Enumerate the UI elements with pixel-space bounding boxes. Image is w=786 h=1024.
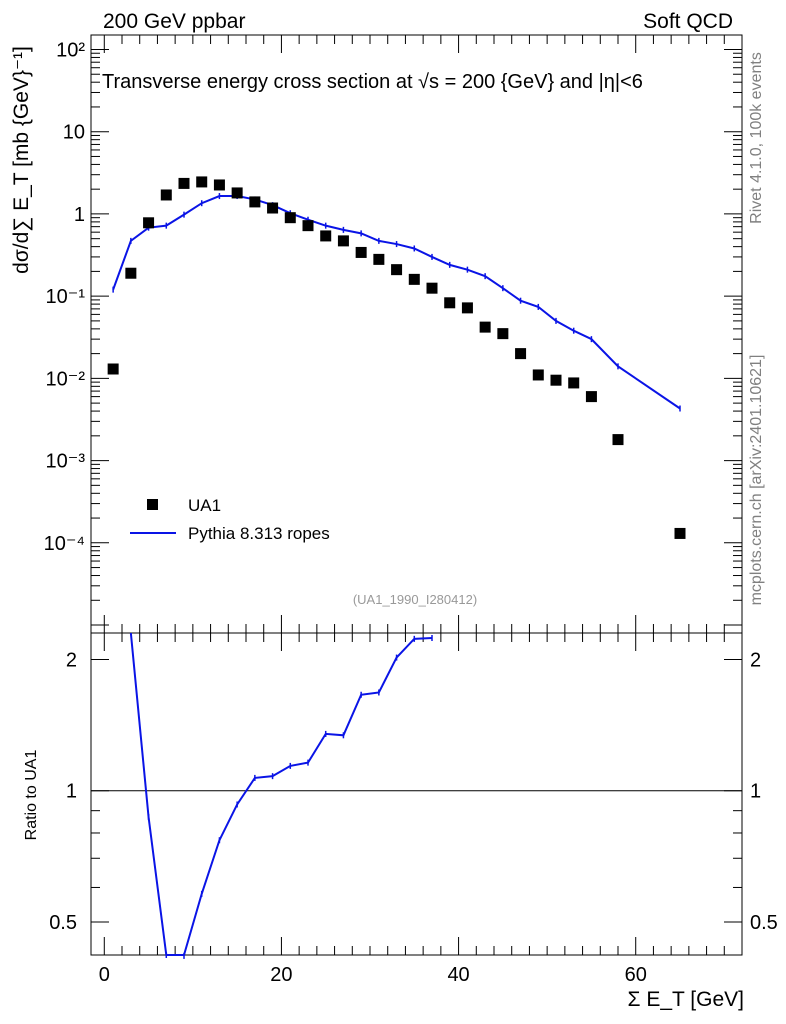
y-tick-label: 10	[63, 122, 85, 144]
data-marker	[674, 527, 686, 539]
data-marker	[178, 177, 190, 189]
header-right: Soft QCD	[643, 10, 733, 33]
y-tick-label: 1	[74, 204, 85, 226]
data-marker	[568, 377, 580, 389]
mcplots-label: mcplots.cern.ch [arXiv:2401.10621]	[748, 355, 765, 606]
data-marker	[284, 212, 296, 224]
legend-data-marker	[147, 499, 158, 510]
data-marker	[125, 267, 137, 279]
data-marker	[143, 217, 155, 229]
mc-line	[112, 195, 681, 410]
x-tick-label: 20	[270, 964, 292, 986]
data-marker	[408, 273, 420, 285]
ratio-y-tick-label-left: 2	[66, 649, 77, 671]
ratio-y-tick-label-right: 1	[750, 781, 761, 803]
data-marker	[107, 363, 119, 375]
ratio-y-tick-label-right: 2	[750, 649, 761, 671]
data-marker	[497, 328, 509, 340]
legend-mc-label: Pythia 8.313 ropes	[188, 524, 330, 543]
data-marker	[515, 348, 527, 360]
legend-data-label: UA1	[188, 496, 221, 515]
y-axis-label-ratio: Ratio to UA1	[23, 750, 40, 841]
data-marker	[550, 374, 562, 386]
data-marker	[391, 264, 403, 276]
ratio-panel-frame	[90, 632, 743, 956]
data-marker	[320, 230, 332, 242]
analysis-id: (UA1_1990_I280412)	[353, 592, 477, 607]
data-marker	[267, 202, 279, 214]
data-marker	[337, 235, 349, 247]
x-tick-label: 60	[625, 964, 647, 986]
data-marker	[426, 282, 438, 294]
y-axis-label-main: dσ/d∑ E_T [mb {GeV}⁻¹]	[10, 46, 33, 274]
data-marker	[355, 246, 367, 258]
x-axis-label: Σ E_T [GeV]	[628, 988, 744, 1011]
x-tick-label: 40	[447, 964, 469, 986]
data-marker	[532, 369, 544, 381]
ratio-data-layer	[91, 632, 742, 959]
data-marker	[612, 434, 624, 446]
plot-title: Transverse energy cross section at √s = …	[102, 71, 643, 93]
ratio-line	[129, 632, 433, 956]
main-data-layer	[107, 176, 686, 539]
data-marker	[196, 176, 208, 188]
ratio-y-tick-label-right: 0.5	[750, 912, 778, 934]
data-marker	[585, 391, 597, 403]
legend: UA1 Pythia 8.313 ropes	[130, 496, 330, 543]
rivet-version-label: Rivet 4.1.0, 100k events	[748, 52, 765, 224]
data-marker	[160, 189, 172, 201]
ratio-y-tick-label-left: 1	[66, 781, 77, 803]
data-marker	[444, 297, 456, 309]
data-marker	[213, 179, 225, 191]
y-tick-label: 10⁻⁴	[44, 533, 85, 555]
ratio-y-tick-label-left: 0.5	[49, 912, 77, 934]
x-tick-label: 0	[99, 964, 110, 986]
ratio-axis-ticks: 0.5 0.51 12 20 20 40 60	[49, 633, 778, 986]
data-marker	[231, 187, 243, 199]
data-marker	[302, 220, 314, 232]
y-tick-label: 10⁻¹	[46, 286, 86, 308]
data-marker	[461, 302, 473, 314]
main-axis-ticks: 10⁻⁴ 10⁻³ 10⁻² 10⁻¹ 1 10 10²	[44, 35, 742, 633]
y-tick-label: 10⁻³	[46, 451, 86, 473]
main-panel-frame	[90, 34, 743, 634]
data-marker	[373, 253, 385, 265]
y-tick-label: 10²	[56, 39, 85, 61]
data-marker	[249, 196, 261, 208]
header-left: 200 GeV ppbar	[103, 10, 245, 33]
data-marker	[479, 321, 491, 333]
y-tick-label: 10⁻²	[46, 368, 86, 390]
